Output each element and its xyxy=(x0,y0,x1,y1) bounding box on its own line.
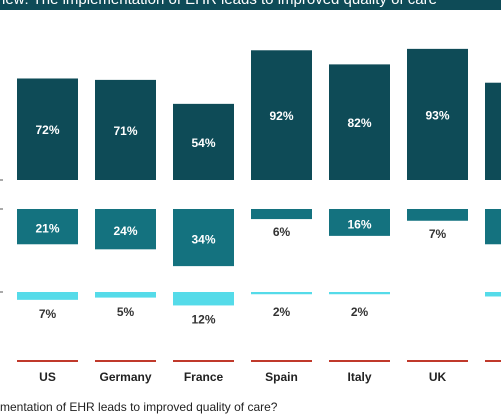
bar-s1-france xyxy=(173,103,234,180)
bar-s1-spain xyxy=(251,50,312,180)
bar-s3-ja xyxy=(485,292,501,297)
bar-s1-italy xyxy=(329,64,390,180)
category-label-us: US xyxy=(39,370,56,384)
bar-s1-uk xyxy=(407,48,468,181)
bar-s2-us xyxy=(17,209,78,245)
data-label-s2-germany: 24% xyxy=(113,224,137,238)
data-label-s1-italy: 82% xyxy=(347,116,371,130)
data-label-s1-germany: 71% xyxy=(113,124,137,138)
data-label-s1-france: 54% xyxy=(191,136,215,150)
category-label-uk: UK xyxy=(429,370,447,384)
bar-s3-france xyxy=(173,292,234,306)
data-label-s2-france: 34% xyxy=(191,233,215,247)
data-label-s1-us: 72% xyxy=(35,123,59,137)
data-label-s3-us: 7% xyxy=(39,307,57,321)
data-label-s2-italy: 16% xyxy=(347,217,371,231)
data-label-s3-germany: 5% xyxy=(117,305,135,319)
bar-s2-france xyxy=(173,209,234,267)
data-label-s2-spain: 6% xyxy=(273,225,291,239)
data-label-s1-uk: 93% xyxy=(425,108,449,122)
data-label-s3-france: 12% xyxy=(191,312,215,326)
bar-s2-uk xyxy=(407,209,468,221)
chart-title: iew: The implementation of EHR leads to … xyxy=(2,0,437,8)
data-label-s3-spain: 2% xyxy=(273,305,291,319)
bar-s1-us xyxy=(17,78,78,180)
stacked-panel-bar-chart: 72% 21% 7% US 71% 24% 5% Germany 54% 34% 12% France… xyxy=(0,48,501,384)
bar-s1-germany xyxy=(95,79,156,180)
chart-title-bar: iew: The implementation of EHR leads to … xyxy=(0,0,501,10)
data-label-s2-uk: 7% xyxy=(429,227,447,241)
bar-s3-spain xyxy=(251,292,312,295)
bar-s3-us xyxy=(17,292,78,300)
survey-question: mentation of EHR leads to improved quali… xyxy=(0,400,278,414)
category-label-germany: Germany xyxy=(99,370,151,384)
bar-s1-ja xyxy=(485,82,501,180)
bar-s3-italy xyxy=(329,292,390,295)
bar-s2-germany xyxy=(95,209,156,250)
bar-s3-germany xyxy=(95,292,156,298)
bar-s2-ja xyxy=(485,209,501,245)
category-label-france: France xyxy=(184,370,224,384)
data-label-s3-italy: 2% xyxy=(351,305,369,319)
category-label-italy: Italy xyxy=(347,370,371,384)
bar-s2-spain xyxy=(251,209,312,220)
category-label-spain: Spain xyxy=(265,370,298,384)
bar-s2-italy xyxy=(329,209,390,236)
data-label-s1-spain: 92% xyxy=(269,109,293,123)
data-label-s2-us: 21% xyxy=(35,222,59,236)
